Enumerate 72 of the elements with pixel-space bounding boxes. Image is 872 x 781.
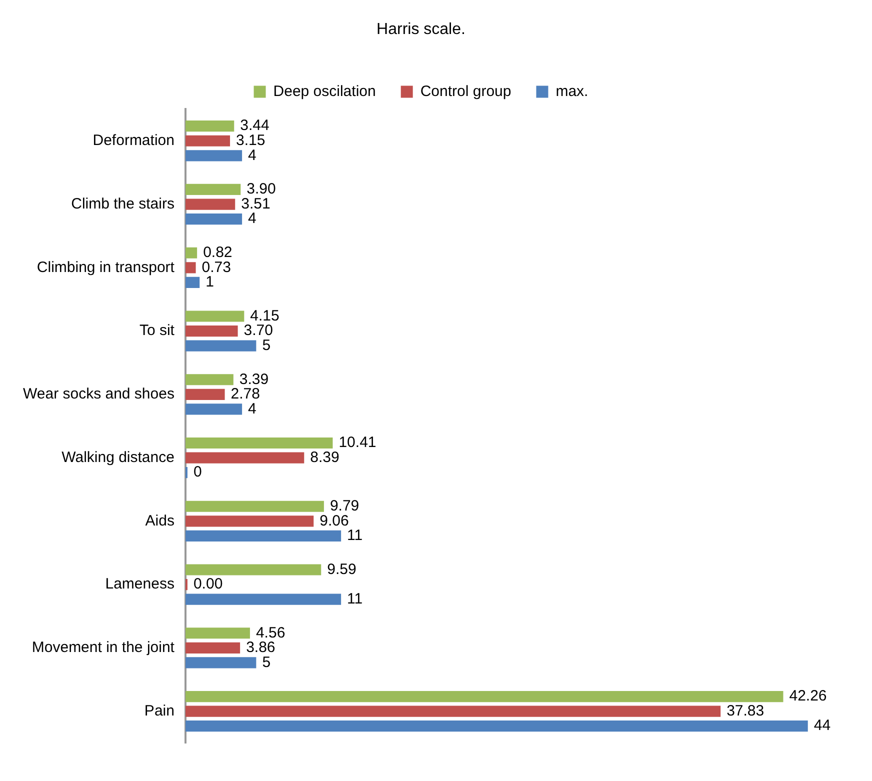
y-tick-label: Movement in the joint xyxy=(32,639,176,656)
bar xyxy=(185,642,240,654)
data-label: 5 xyxy=(262,654,271,671)
data-label: 2.78 xyxy=(230,386,260,403)
bar xyxy=(185,564,322,576)
data-label: 3.70 xyxy=(244,322,274,340)
bar xyxy=(185,214,242,225)
bar xyxy=(185,340,256,352)
data-label: 0 xyxy=(193,464,202,481)
bar xyxy=(185,530,342,542)
data-label: 3.51 xyxy=(241,195,270,212)
bar xyxy=(185,388,225,400)
data-label: 9.59 xyxy=(327,560,356,578)
legend-label: Deep oscilation xyxy=(273,82,376,100)
y-tick-label: To sit xyxy=(139,322,176,340)
data-label: 11 xyxy=(347,590,363,608)
data-label: 8.39 xyxy=(310,448,340,466)
bar xyxy=(185,184,241,196)
bar xyxy=(185,437,333,449)
data-label: 3.90 xyxy=(246,180,276,198)
bar xyxy=(185,500,324,512)
data-label: 4 xyxy=(248,210,256,228)
bar xyxy=(185,516,314,527)
bar xyxy=(185,247,198,258)
data-label: 3.86 xyxy=(246,639,276,656)
data-label: 44 xyxy=(814,717,831,734)
y-tick-label: Aids xyxy=(145,512,174,530)
bar xyxy=(185,628,250,639)
data-label: 37.83 xyxy=(726,702,764,720)
bar xyxy=(185,120,234,132)
data-label: 11 xyxy=(347,527,363,544)
data-label: 4.15 xyxy=(250,307,280,324)
bar xyxy=(185,720,808,732)
y-tick-label: Pain xyxy=(144,702,174,720)
bar xyxy=(185,452,304,464)
bar xyxy=(185,594,342,605)
data-label: 1 xyxy=(206,274,214,291)
bar xyxy=(185,310,244,322)
bar xyxy=(185,374,234,386)
y-tick-label: Climb the stairs xyxy=(71,195,174,212)
data-label: 10.41 xyxy=(338,434,376,452)
bar xyxy=(185,325,238,337)
data-label: 42.26 xyxy=(789,688,827,705)
chart-title: Harris scale. xyxy=(376,21,466,38)
y-tick-label: Walking distance xyxy=(62,448,174,466)
bar xyxy=(185,690,784,702)
data-label: 9.79 xyxy=(330,498,360,515)
data-label: 3.44 xyxy=(240,117,270,134)
bar xyxy=(185,657,256,668)
data-label: 4 xyxy=(248,146,256,164)
bar xyxy=(185,706,721,717)
data-label: 9.06 xyxy=(320,512,349,530)
legend-label: max. xyxy=(556,82,588,100)
data-label: 0.00 xyxy=(193,576,223,593)
data-label: 4 xyxy=(248,400,256,418)
y-tick-label: Climbing in transport xyxy=(36,258,176,276)
bar xyxy=(185,198,236,210)
bar xyxy=(185,404,242,415)
y-tick-label: Deformation xyxy=(92,132,174,150)
y-tick-label: Wear socks and shoes xyxy=(22,386,174,403)
data-label: 0.82 xyxy=(203,244,232,261)
data-label: 0.73 xyxy=(202,258,231,276)
data-label: 3.15 xyxy=(236,132,266,150)
bar xyxy=(185,150,242,162)
data-label: 5 xyxy=(262,336,271,354)
bar xyxy=(185,276,200,288)
data-label: 4.56 xyxy=(256,624,286,642)
y-tick-label: Lameness xyxy=(105,576,174,593)
bar xyxy=(185,262,196,274)
bar xyxy=(185,135,230,146)
legend-label: Control group xyxy=(420,82,512,100)
data-label: 3.39 xyxy=(239,370,269,388)
